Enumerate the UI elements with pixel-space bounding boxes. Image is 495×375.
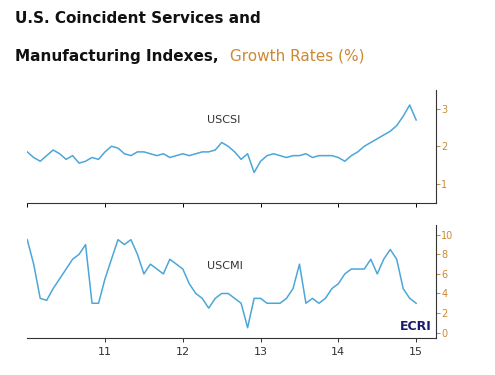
Text: USCSI: USCSI [207, 115, 240, 125]
Text: Growth Rates (%): Growth Rates (%) [225, 49, 365, 64]
Text: Manufacturing Indexes,: Manufacturing Indexes, [15, 49, 218, 64]
Text: U.S. Coincident Services and: U.S. Coincident Services and [15, 11, 260, 26]
Text: ECRI: ECRI [400, 320, 432, 333]
Text: USCMI: USCMI [207, 261, 243, 271]
